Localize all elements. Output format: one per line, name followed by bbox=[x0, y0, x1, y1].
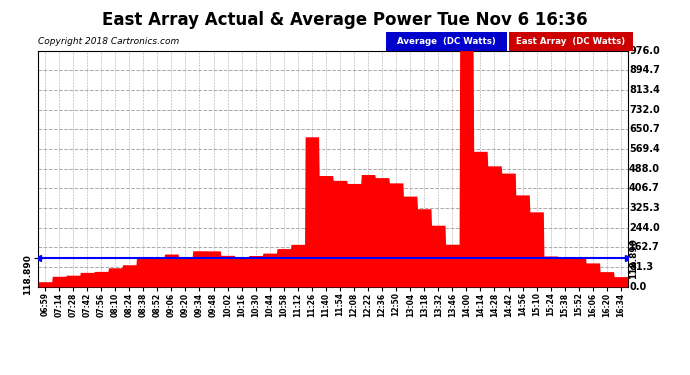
Text: 894.7: 894.7 bbox=[629, 65, 660, 75]
Text: Copyright 2018 Cartronics.com: Copyright 2018 Cartronics.com bbox=[38, 38, 179, 46]
Text: 813.4: 813.4 bbox=[629, 85, 660, 95]
Text: 325.3: 325.3 bbox=[629, 203, 660, 213]
Text: 650.7: 650.7 bbox=[629, 124, 660, 134]
Text: 488.0: 488.0 bbox=[629, 164, 660, 174]
Text: East Array  (DC Watts): East Array (DC Watts) bbox=[516, 37, 625, 46]
Text: 118.890: 118.890 bbox=[629, 238, 638, 279]
Text: Average  (DC Watts): Average (DC Watts) bbox=[397, 37, 496, 46]
Text: 162.7: 162.7 bbox=[629, 243, 660, 252]
Text: 244.0: 244.0 bbox=[629, 223, 660, 233]
Text: 0.0: 0.0 bbox=[629, 282, 647, 292]
Text: East Array Actual & Average Power Tue Nov 6 16:36: East Array Actual & Average Power Tue No… bbox=[102, 11, 588, 29]
Text: 732.0: 732.0 bbox=[629, 105, 660, 115]
Text: 569.4: 569.4 bbox=[629, 144, 660, 154]
Text: 81.3: 81.3 bbox=[629, 262, 653, 272]
Text: 976.0: 976.0 bbox=[629, 46, 660, 56]
Text: 406.7: 406.7 bbox=[629, 183, 660, 194]
